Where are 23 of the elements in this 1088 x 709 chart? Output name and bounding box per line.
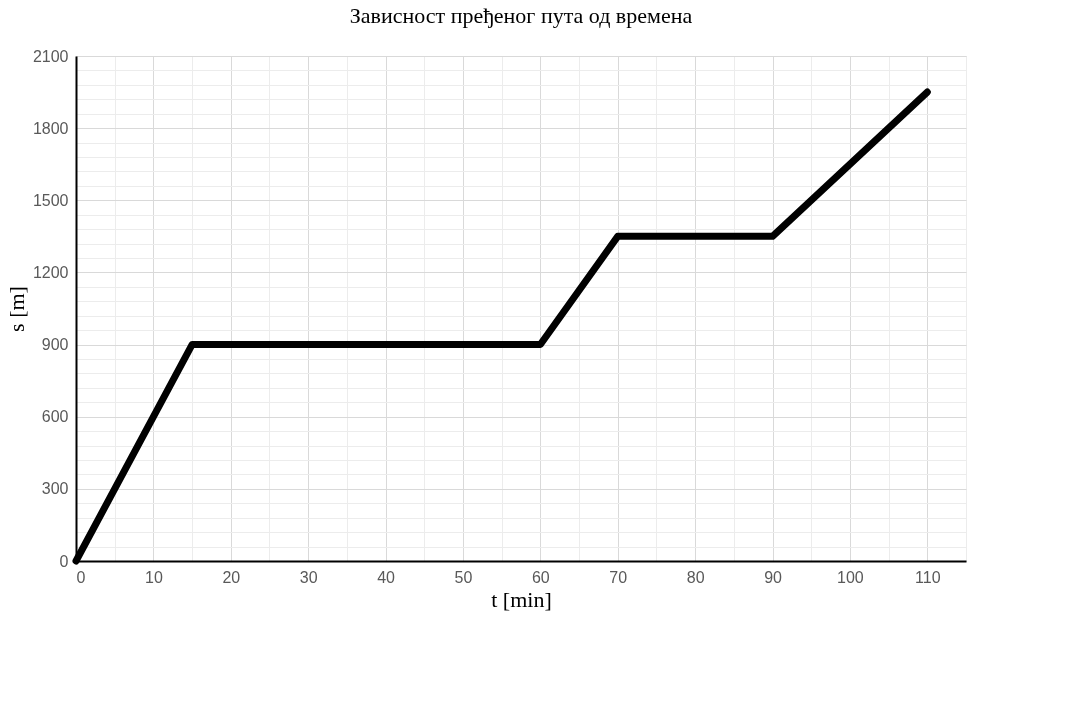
x-tick-label: 90 xyxy=(764,568,783,586)
y-tick-label: 2100 xyxy=(32,47,69,65)
x-tick-label: 80 xyxy=(686,568,705,586)
x-tick-label: 30 xyxy=(299,568,318,586)
y-tick-label: 1800 xyxy=(32,119,69,137)
y-tick-label: 900 xyxy=(41,336,69,354)
x-tick-label: 10 xyxy=(144,568,163,586)
y-tick-label: 0 xyxy=(59,552,69,570)
x-tick-label: 0 xyxy=(76,568,86,586)
y-tick-label: 600 xyxy=(41,408,69,426)
x-tick-label: 20 xyxy=(222,568,241,586)
x-tick-label: 100 xyxy=(837,568,864,586)
x-tick-label: 40 xyxy=(377,568,396,586)
chart-title: Зависност пређеног пута од времена xyxy=(349,3,693,28)
x-tick-label: 110 xyxy=(915,568,941,586)
x-axis-title: t [min] xyxy=(491,586,552,612)
y-axis-title: s [m] xyxy=(3,286,29,332)
y-tick-label: 300 xyxy=(41,480,69,498)
x-tick-label: 50 xyxy=(454,568,473,586)
y-tick-label: 1200 xyxy=(32,263,69,281)
x-tick-label: 70 xyxy=(609,568,628,586)
x-tick-label: 60 xyxy=(531,568,550,586)
y-tick-label: 1500 xyxy=(32,191,69,209)
